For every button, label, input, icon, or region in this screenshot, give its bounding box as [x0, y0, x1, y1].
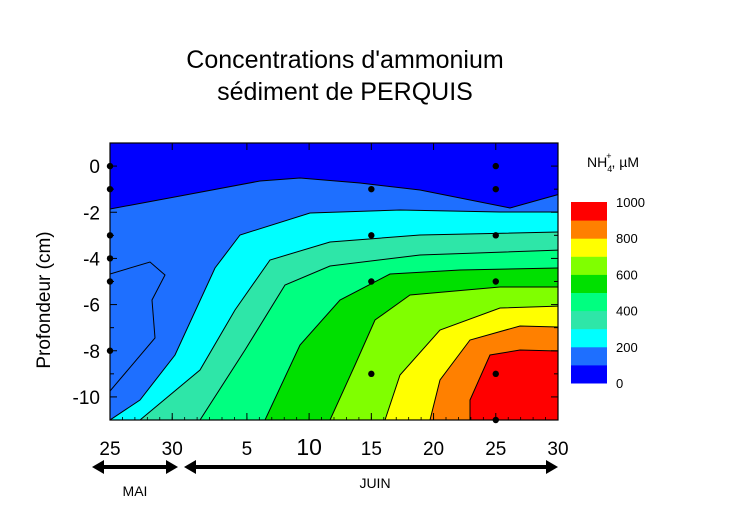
y-tick-label: -10 — [73, 388, 100, 409]
contour-line-8 — [429, 325, 558, 420]
legend-swatch — [571, 238, 607, 257]
sample-point — [492, 162, 499, 170]
y-tick-label: -2 — [83, 203, 100, 224]
y-tick-label: -4 — [83, 249, 100, 270]
x-tick-label: 5 — [242, 439, 253, 460]
legend-swatch — [571, 310, 607, 330]
band-left-tongue — [110, 262, 165, 420]
legend-label: 0 — [616, 376, 623, 391]
x-tick-label: 10 — [296, 434, 322, 460]
sample-point — [368, 232, 375, 239]
contour-line-4 — [199, 249, 558, 420]
chart-title-line1: Concentrations d'ammonium — [186, 46, 504, 74]
june-arrow-right-head — [546, 460, 558, 474]
contour-line-9 — [469, 349, 558, 420]
legend-label: 200 — [616, 340, 638, 355]
legend-swatch — [571, 202, 607, 221]
x-tick-label: 20 — [423, 439, 444, 460]
contour-lines — [110, 177, 558, 420]
may-arrow-right-head — [166, 460, 178, 474]
y-axis-label: Profondeur (cm) — [34, 231, 55, 368]
contour-line-7 — [384, 305, 558, 420]
legend-swatch — [571, 346, 607, 366]
y-tick-label: 0 — [89, 157, 100, 178]
may-arrow-left-head — [92, 460, 104, 474]
contour-line-1 — [110, 261, 166, 420]
y-axis: 0 -2 -4 -6 -8 -10 — [73, 157, 558, 421]
legend-swatch — [571, 328, 607, 348]
month-label-june: JUIN — [359, 475, 390, 491]
legend: 1000 800 600 400 200 0 — [571, 195, 645, 391]
x-tick-label: 25 — [485, 439, 506, 460]
sample-point — [368, 370, 375, 378]
sample-point — [492, 185, 499, 193]
contour-line-2 — [110, 209, 558, 420]
x-axis: 25 30 5 10 15 20 25 30 — [99, 143, 569, 460]
y-tick-label: -6 — [83, 296, 100, 317]
contour-bands — [110, 143, 558, 420]
chart-title: Concentrations d'ammonium sédiment de PE… — [0, 44, 690, 108]
contour-line-5 — [264, 267, 558, 420]
sample-point — [492, 278, 499, 285]
x-tick-label: 30 — [547, 439, 568, 460]
legend-swatch — [571, 364, 607, 384]
band-top-right — [470, 143, 558, 208]
june-arrow-left-head — [184, 460, 196, 474]
chart-title-line2: sédiment de PERQUIS — [217, 78, 473, 106]
legend-label: 600 — [616, 267, 638, 282]
sample-point — [492, 232, 499, 239]
contour-line-6 — [329, 286, 558, 420]
sample-point — [492, 370, 499, 378]
x-tick-label: 15 — [361, 439, 382, 460]
contour-line-0 — [110, 177, 558, 210]
band-9 — [470, 350, 558, 420]
legend-label: 800 — [616, 231, 638, 246]
x-tick-label: 25 — [99, 439, 120, 460]
legend-label: 400 — [616, 304, 638, 319]
legend-swatch — [571, 220, 607, 239]
legend-swatch — [571, 292, 607, 312]
legend-title: NH4+, µM — [587, 151, 639, 174]
x-tick-label: 30 — [162, 439, 183, 460]
legend-swatch — [571, 256, 607, 275]
month-arrows — [92, 460, 558, 474]
month-label-may: MAI — [123, 483, 148, 499]
legend-label: 1000 — [616, 195, 645, 210]
sample-point — [368, 185, 375, 193]
legend-swatch — [571, 274, 607, 293]
sample-point — [368, 278, 375, 285]
y-tick-label: -8 — [83, 342, 100, 363]
contour-line-3 — [139, 231, 558, 420]
